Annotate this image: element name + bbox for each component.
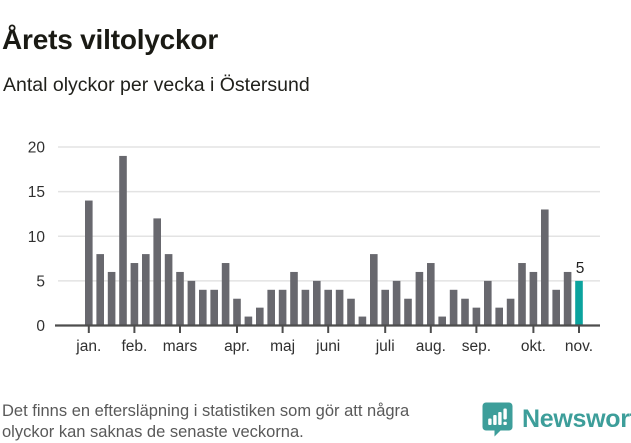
chart-title: Årets viltolyckor: [2, 23, 219, 55]
bar-week-31: [427, 263, 435, 326]
bar-week-27: [381, 289, 389, 326]
x-tick-label-mars: mars: [163, 338, 198, 355]
bar-week-23: [335, 289, 344, 326]
y-tick-label-0: 0: [36, 318, 45, 335]
bar-week-6: [142, 254, 150, 326]
bar-week-42: [552, 289, 560, 326]
x-tick-label-jan.: jan.: [75, 338, 101, 355]
bar-week-18: [278, 289, 287, 326]
bar-chart: 0 5 10 15 20 jan. feb. mars apr. maj juni juli aug. s…: [0, 135, 631, 370]
bar-week-22: [324, 289, 332, 326]
bar-week-35: [472, 307, 481, 326]
speech-bubble-bar-chart-icon: [482, 402, 513, 437]
x-tick-label-feb.: feb.: [121, 338, 147, 355]
bar-week-19: [290, 271, 298, 326]
bar-week-13: [221, 263, 230, 326]
bar-week-5: [130, 263, 139, 326]
bar-week-41: [541, 209, 549, 326]
bar-week-14: [233, 298, 241, 326]
bar-week-21: [313, 280, 321, 326]
x-tick-label-apr.: apr.: [224, 338, 250, 355]
bar-week-16: [256, 307, 264, 326]
bar-week-39: [518, 263, 526, 326]
bar-week-2: [96, 254, 104, 326]
bar-week-15: [244, 316, 253, 326]
y-tick-label-5: 5: [36, 273, 45, 290]
bar-week-10: [187, 280, 196, 326]
bar-week-9: [176, 271, 184, 326]
bar-week-11: [199, 289, 207, 326]
bar-week-28: [392, 280, 401, 326]
chart-subtitle: Antal olyckor per vecka i Östersund: [3, 74, 310, 96]
x-tick-label-juni: juni: [315, 338, 340, 355]
x-tick-label-nov.: nov.: [565, 338, 593, 355]
brand-name: Newsworthy: [522, 405, 631, 433]
last-bar-value-label: 5: [576, 260, 585, 277]
bar-week-38: [506, 298, 515, 326]
x-tick-label-aug.: aug.: [416, 338, 446, 355]
bar-week-3: [107, 271, 116, 326]
bar-week-32: [438, 316, 446, 326]
bar-week-43: [563, 271, 572, 326]
bar-week-12: [210, 289, 218, 326]
bar-week-26: [370, 254, 378, 326]
footer-note: Det finns en eftersläpning i statistiken…: [2, 402, 410, 441]
bar-week-30: [415, 271, 424, 326]
bar-week-33: [449, 289, 458, 326]
bar-week-8: [164, 254, 173, 326]
y-tick-label-10: 10: [28, 229, 46, 246]
bar-chart-canvas: 0 5 10 15 20 jan. feb. mars apr. maj juni juli aug. s…: [28, 140, 600, 355]
bar-week-37: [495, 307, 503, 326]
bar-week-7: [153, 218, 161, 326]
y-tick-label-20: 20: [28, 140, 46, 157]
bar-week-24: [347, 298, 355, 326]
bar-week-34: [461, 298, 469, 326]
bar-week-25: [358, 316, 367, 326]
x-tick-label-okt.: okt.: [521, 338, 546, 355]
x-tick-label-juli: juli: [375, 338, 395, 355]
bar-week-44-highlighted: [575, 280, 583, 326]
bar-week-20: [301, 289, 310, 326]
bar-week-17: [267, 289, 275, 326]
bar-week-36: [484, 280, 492, 326]
bar-week-29: [404, 298, 412, 326]
bar-week-1: [85, 200, 93, 326]
x-tick-label-maj: maj: [270, 338, 295, 355]
bar-week-40: [529, 271, 538, 326]
y-tick-label-15: 15: [28, 184, 45, 201]
newsworthy-logo[interactable]: Newsworthy: [482, 402, 631, 437]
bar-week-4: [119, 155, 127, 326]
x-tick-label-sep.: sep.: [462, 338, 491, 355]
